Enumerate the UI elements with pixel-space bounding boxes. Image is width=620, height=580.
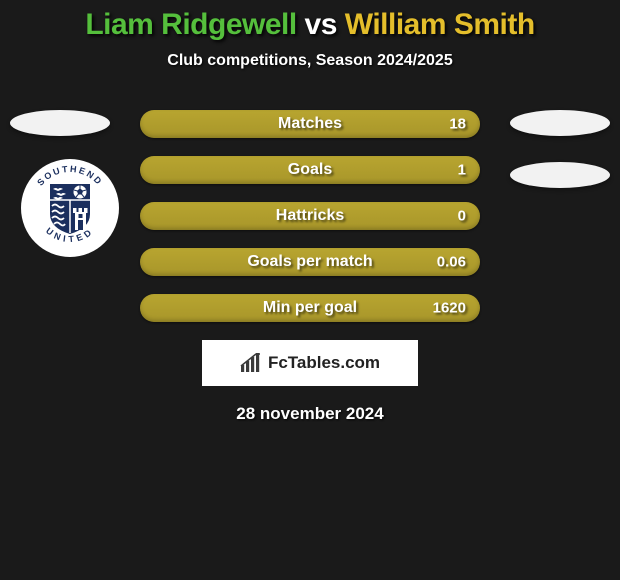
stat-label: Goals	[288, 161, 332, 179]
stat-label: Hattricks	[276, 207, 344, 225]
player1-club-crest: SOUTHEND UNITED	[20, 158, 120, 263]
player2-photo-placeholder	[510, 110, 610, 136]
attribution-box: FcTables.com	[202, 340, 418, 386]
stat-value: 1620	[433, 300, 466, 317]
attribution-text: FcTables.com	[268, 353, 380, 373]
stat-value: 0	[458, 208, 466, 225]
page-title: Liam Ridgewell vs William Smith	[0, 0, 620, 42]
stat-row-gpm: Goals per match 0.06	[140, 248, 480, 276]
date-text: 28 november 2024	[0, 404, 620, 424]
player2-club-placeholder	[510, 162, 610, 188]
stat-bars: Matches 18 Goals 1 Hattricks 0 Goals per…	[140, 110, 480, 322]
player2-name: William Smith	[345, 8, 535, 41]
stat-value: 0.06	[437, 254, 466, 271]
vs-text: vs	[305, 8, 337, 41]
subtitle: Club competitions, Season 2024/2025	[0, 52, 620, 70]
stat-label: Goals per match	[247, 253, 372, 271]
player1-photo-placeholder	[10, 110, 110, 136]
player1-name: Liam Ridgewell	[85, 8, 296, 41]
bars-chart-icon	[240, 353, 262, 373]
stat-label: Min per goal	[263, 299, 357, 317]
stat-label: Matches	[278, 115, 342, 133]
stat-value: 18	[449, 116, 466, 133]
comparison-stage: SOUTHEND UNITED	[0, 110, 620, 322]
stat-row-goals: Goals 1	[140, 156, 480, 184]
stat-row-mpg: Min per goal 1620	[140, 294, 480, 322]
stat-row-matches: Matches 18	[140, 110, 480, 138]
stat-row-hattricks: Hattricks 0	[140, 202, 480, 230]
stat-value: 1	[458, 162, 466, 179]
